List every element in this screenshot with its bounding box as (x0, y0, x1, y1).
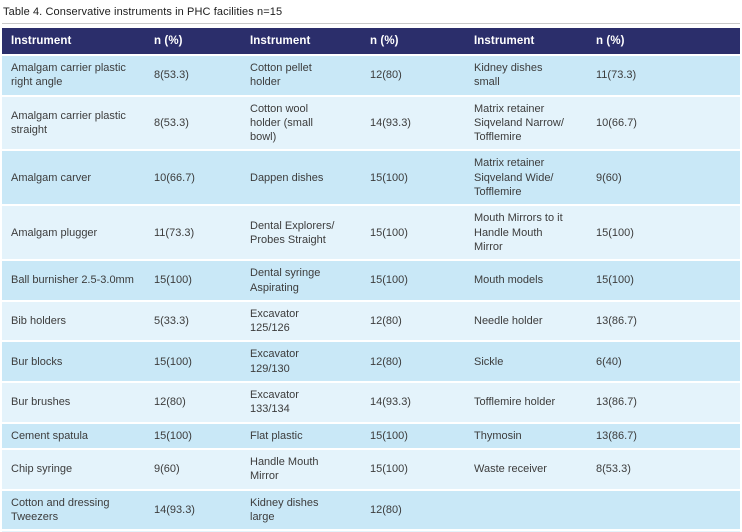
table-row: Bur blocks 15(100) Excavator 129/130 12(80)… (2, 341, 740, 384)
instrument-cell: Cotton pellet holder (250, 55, 370, 97)
instrument-cell: Chip syringe (2, 448, 154, 491)
table-row: Amalgam plugger 11(73.3) Dental Explorers/… (2, 205, 740, 262)
count-cell: 9(60) (596, 150, 740, 207)
instrument-cell: Bur blocks (2, 341, 154, 384)
count-cell: 13(86.7) (596, 422, 740, 450)
count-cell: 8(53.3) (154, 55, 250, 97)
table-row: Cement spatula 15(100) Flat plastic 15(100)… (2, 422, 740, 450)
count-cell: 8(53.3) (154, 95, 250, 152)
count-cell: 5(33.3) (154, 300, 250, 343)
instrument-cell: Excavator 129/130 (250, 341, 370, 384)
count-cell: 15(100) (370, 260, 474, 302)
header-instrument: Instrument (474, 28, 596, 56)
instrument-cell: Handle Mouth Mirror (250, 448, 370, 491)
instrument-cell: Cotton and dressing Tweezers (2, 489, 154, 532)
count-cell: 15(100) (370, 448, 474, 491)
instrument-cell: Amalgam carver (2, 150, 154, 207)
count-cell: 11(73.3) (154, 205, 250, 262)
header-instrument: Instrument (250, 28, 370, 56)
table-body: Amalgam carrier plastic right angle 8(53.… (2, 55, 740, 532)
count-cell: 12(80) (154, 382, 250, 424)
instrument-cell: Excavator 133/134 (250, 382, 370, 424)
count-cell: 15(100) (154, 341, 250, 384)
table-row: Amalgam carrier plastic straight 8(53.3) C… (2, 95, 740, 152)
instrument-cell: Ball burnisher 2.5-3.0mm (2, 260, 154, 302)
instrument-cell: Amalgam carrier plastic right angle (2, 55, 154, 97)
table-row: Bib holders 5(33.3) Excavator 125/126 12(80… (2, 300, 740, 343)
count-cell: 13(86.7) (596, 382, 740, 424)
instrument-cell: Sickle (474, 341, 596, 384)
instruments-table: Instrument n (%) Instrument n (%) Instrument… (2, 28, 740, 532)
count-cell: 15(100) (370, 150, 474, 207)
count-cell (596, 489, 740, 532)
instrument-cell: Matrix retainer Siqveland Wide/ Tofflemi… (474, 150, 596, 207)
count-cell: 8(53.3) (596, 448, 740, 491)
table-row: Amalgam carrier plastic right angle 8(53.… (2, 55, 740, 97)
count-cell: 15(100) (596, 205, 740, 262)
count-cell: 12(80) (370, 300, 474, 343)
count-cell: 14(93.3) (370, 382, 474, 424)
table-row: Cotton and dressing Tweezers 14(93.3) Kidn… (2, 489, 740, 532)
instrument-cell: Dental syringe Aspirating (250, 260, 370, 302)
instrument-cell: Tofflemire holder (474, 382, 596, 424)
instrument-cell: Dental Explorers/ Probes Straight (250, 205, 370, 262)
instrument-cell: Kidney dishes large (250, 489, 370, 532)
table-row: Chip syringe 9(60) Handle Mouth Mirror 15(1… (2, 448, 740, 491)
header-count: n (%) (596, 28, 740, 56)
instrument-cell: Cement spatula (2, 422, 154, 450)
header-row: Instrument n (%) Instrument n (%) Instrument… (2, 28, 740, 56)
header-count: n (%) (370, 28, 474, 56)
count-cell: 12(80) (370, 341, 474, 384)
instrument-cell: Bur brushes (2, 382, 154, 424)
instrument-cell: Thymosin (474, 422, 596, 450)
table-row: Ball burnisher 2.5-3.0mm 15(100) Dental sy… (2, 260, 740, 302)
instrument-cell: Kidney dishes small (474, 55, 596, 97)
instrument-cell: Mouth models (474, 260, 596, 302)
count-cell: 10(66.7) (596, 95, 740, 152)
header-count: n (%) (154, 28, 250, 56)
count-cell: 15(100) (154, 260, 250, 302)
table-caption: Table 4. Conservative instruments in PHC… (3, 6, 283, 18)
count-cell: 12(80) (370, 55, 474, 97)
count-cell: 12(80) (370, 489, 474, 532)
instrument-cell: Amalgam plugger (2, 205, 154, 262)
instrument-cell (474, 489, 596, 532)
count-cell: 14(93.3) (154, 489, 250, 532)
instrument-cell: Dappen dishes (250, 150, 370, 207)
instrument-cell: Mouth Mirrors to it Handle Mouth Mirror (474, 205, 596, 262)
instrument-cell: Amalgam carrier plastic straight (2, 95, 154, 152)
table-row: Amalgam carver 10(66.7) Dappen dishes 15(10… (2, 150, 740, 207)
caption-divider (2, 23, 740, 24)
count-cell: 15(100) (370, 422, 474, 450)
header-instrument: Instrument (2, 28, 154, 56)
count-cell: 13(86.7) (596, 300, 740, 343)
count-cell: 15(100) (370, 205, 474, 262)
count-cell: 14(93.3) (370, 95, 474, 152)
count-cell: 15(100) (154, 422, 250, 450)
instrument-cell: Excavator 125/126 (250, 300, 370, 343)
count-cell: 10(66.7) (154, 150, 250, 207)
instrument-cell: Waste receiver (474, 448, 596, 491)
instrument-cell: Matrix retainer Siqveland Narrow/ Toffle… (474, 95, 596, 152)
count-cell: 6(40) (596, 341, 740, 384)
count-cell: 9(60) (154, 448, 250, 491)
instrument-cell: Bib holders (2, 300, 154, 343)
instrument-cell: Needle holder (474, 300, 596, 343)
count-cell: 11(73.3) (596, 55, 740, 97)
instrument-cell: Flat plastic (250, 422, 370, 450)
table-row: Bur brushes 12(80) Excavator 133/134 14(93.… (2, 382, 740, 424)
instrument-cell: Cotton wool holder (small bowl) (250, 95, 370, 152)
count-cell: 15(100) (596, 260, 740, 302)
